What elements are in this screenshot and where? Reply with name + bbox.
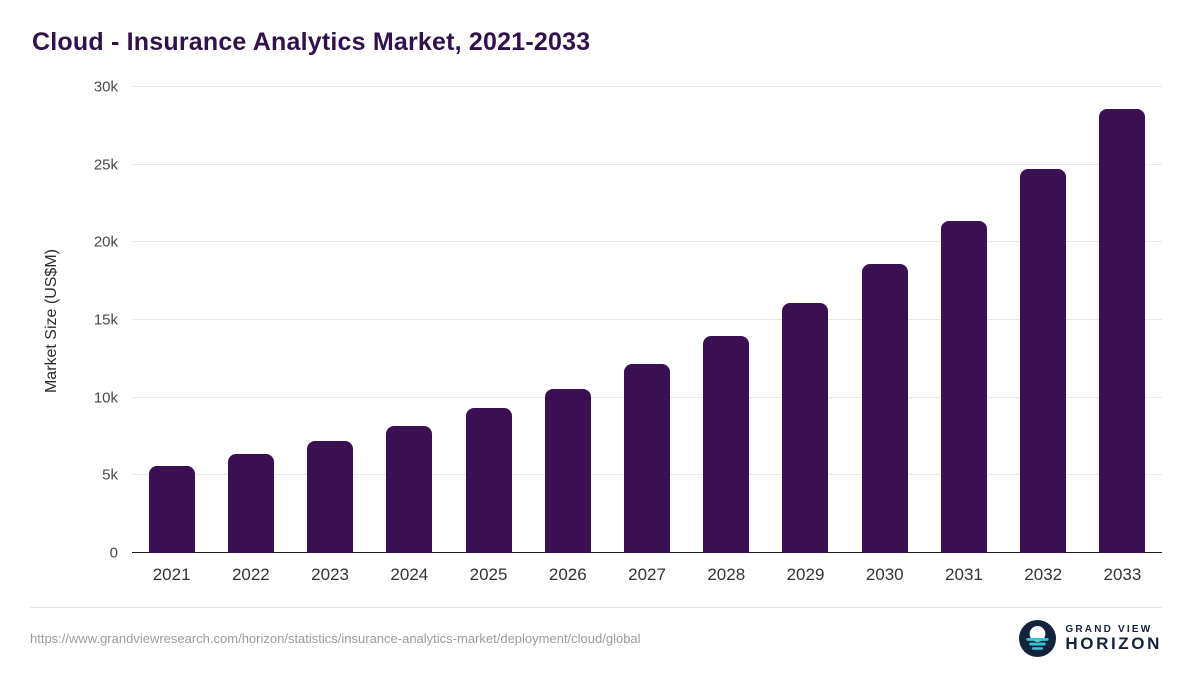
x-axis-tick-labels: 2021 2022 2023 2024 2025 2026 2027 2028 2029 2030… <box>132 565 1162 585</box>
bar-2032 <box>1020 168 1067 553</box>
bar-slot <box>370 87 449 553</box>
bar-2025 <box>465 407 512 553</box>
brand-text: GRAND VIEW HORIZON <box>1065 624 1162 654</box>
source-url: https://www.grandviewresearch.com/horizo… <box>30 631 641 646</box>
x-tick-label: 2025 <box>469 565 508 584</box>
y-tick-label: 5k <box>102 466 118 484</box>
horizon-logo-icon <box>1019 620 1057 657</box>
gridline <box>132 86 1162 87</box>
bar-2033 <box>1099 108 1146 553</box>
x-tick-label: 2033 <box>1103 565 1142 584</box>
bar-2031 <box>940 220 987 553</box>
y-axis-label-column: Market Size (US$M) <box>30 87 74 585</box>
y-tick-label: 10k <box>93 389 118 407</box>
x-tick-label: 2022 <box>231 565 270 584</box>
bar-2027 <box>624 364 671 553</box>
x-tick-label: 2021 <box>152 565 191 584</box>
y-tick-label: 30k <box>93 78 118 96</box>
gridline <box>132 241 1162 243</box>
footer: https://www.grandviewresearch.com/horizo… <box>30 607 1162 657</box>
y-tick-label: 25k <box>93 156 118 174</box>
bar-2021 <box>148 466 195 553</box>
bar-slot <box>924 87 1003 553</box>
brand-logo: GRAND VIEW HORIZON <box>1019 620 1162 657</box>
y-axis-label: Market Size (US$M) <box>43 248 60 394</box>
x-tick-label: 2031 <box>945 565 983 584</box>
bar-2028 <box>703 335 750 553</box>
x-tick-label: 2032 <box>1024 565 1063 584</box>
bar-slot <box>1004 87 1083 553</box>
chart-area: Market Size (US$M) 0 5k 10k 15k 20k 25k 30k 20… <box>30 79 1162 585</box>
y-tick-label: 15k <box>93 311 118 329</box>
bar-slot <box>528 87 607 553</box>
plot-column: 0 5k 10k 15k 20k 25k 30k 2021 2022 2023 2024 2025 2… <box>74 79 1162 585</box>
gridline <box>132 319 1162 320</box>
x-tick-label: 2024 <box>390 565 429 584</box>
bar-slot <box>607 87 686 553</box>
x-tick-label: 2029 <box>786 565 825 584</box>
bar-2022 <box>227 454 274 553</box>
bar-2030 <box>861 264 908 553</box>
bar-2023 <box>307 441 354 553</box>
bar-slot <box>766 87 845 553</box>
bar-slot <box>211 87 290 553</box>
bar-slot <box>1083 87 1162 553</box>
x-tick-label: 2023 <box>311 565 349 584</box>
brand-name-top: GRAND VIEW <box>1065 623 1153 635</box>
bar-slot <box>449 87 528 553</box>
plot-area: 0 5k 10k 15k 20k 25k 30k <box>94 79 1162 562</box>
bar-slot <box>687 87 766 553</box>
chart-title: Cloud - Insurance Analytics Market, 2021… <box>32 28 591 56</box>
x-tick-label: 2026 <box>548 565 587 584</box>
y-tick-label: 20k <box>93 233 118 251</box>
y-tick-label: 0 <box>109 544 118 562</box>
x-tick-label: 2028 <box>707 565 746 584</box>
bar-2026 <box>544 389 591 553</box>
bar-2029 <box>782 302 829 553</box>
gridline <box>132 163 1162 165</box>
bar-slot <box>290 87 369 553</box>
bar-2024 <box>386 426 433 553</box>
brand-name-bottom: HORIZON <box>1065 633 1162 653</box>
x-tick-label: 2030 <box>865 565 904 584</box>
x-tick-label: 2027 <box>628 565 666 584</box>
bar-slot <box>845 87 924 553</box>
bar-slot <box>132 87 211 553</box>
bars <box>132 87 1162 553</box>
